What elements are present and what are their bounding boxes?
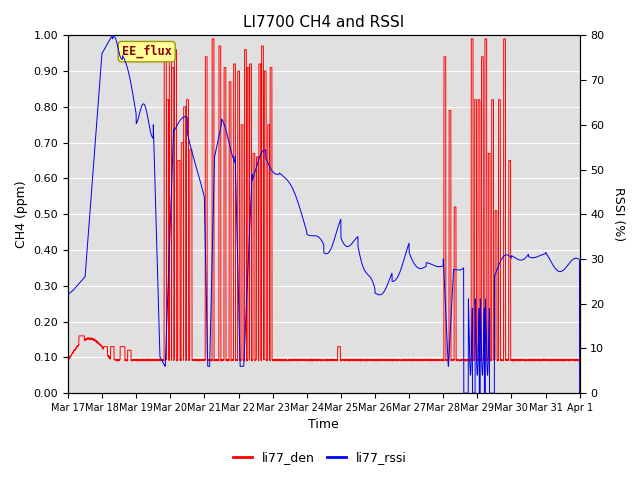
Title: LI7700 CH4 and RSSI: LI7700 CH4 and RSSI <box>243 15 404 30</box>
X-axis label: Time: Time <box>308 419 339 432</box>
Y-axis label: CH4 (ppm): CH4 (ppm) <box>15 180 28 248</box>
Legend: li77_den, li77_rssi: li77_den, li77_rssi <box>228 446 412 469</box>
Y-axis label: RSSI (%): RSSI (%) <box>612 187 625 241</box>
Text: EE_flux: EE_flux <box>122 45 172 59</box>
